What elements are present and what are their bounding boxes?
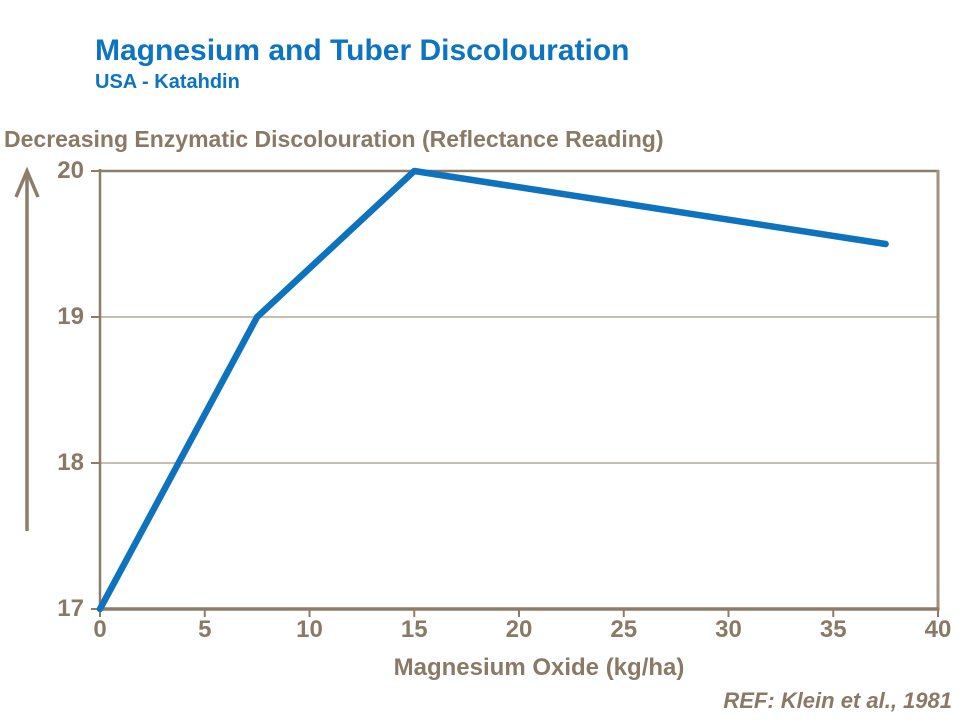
- x-tick-label-0: 0: [93, 616, 107, 643]
- y-axis-title: Decreasing Enzymatic Discolouration (Ref…: [4, 126, 664, 152]
- up-arrow-icon-head: [14, 166, 40, 198]
- page-title: Magnesium and Tuber Discolouration: [95, 34, 630, 67]
- x-tick-label-5: 5: [198, 616, 212, 643]
- y-tick-label-18: 18: [57, 449, 84, 476]
- reference-citation: REF: Klein et al., 1981: [723, 688, 952, 713]
- x-tick-label-35: 35: [819, 616, 847, 643]
- x-tick-label-30: 30: [715, 616, 742, 643]
- x-tick-label-15: 15: [400, 616, 428, 643]
- page-subtitle: USA - Katahdin: [95, 71, 240, 93]
- x-axis-title: Magnesium Oxide (kg/ha): [393, 654, 685, 681]
- y-tick-label-17: 17: [57, 595, 84, 622]
- x-tick-label-10: 10: [296, 616, 323, 643]
- y-tick-label-19: 19: [57, 303, 84, 330]
- x-tick-label-20: 20: [505, 616, 533, 643]
- data-series-line: [96, 167, 889, 613]
- x-tick-label-40: 40: [924, 616, 952, 643]
- x-tick-label-25: 25: [610, 616, 638, 643]
- y-tick-label-20: 20: [57, 157, 84, 184]
